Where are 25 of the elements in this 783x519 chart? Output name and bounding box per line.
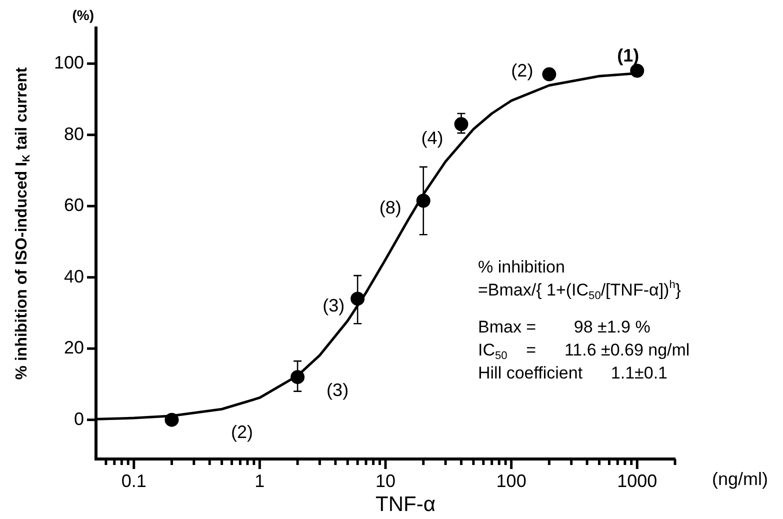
x-tick-label: 10 xyxy=(375,470,396,491)
y-tick-label: 100 xyxy=(54,52,84,73)
x-tick-label: 1 xyxy=(254,470,265,491)
y-tick-label: 20 xyxy=(64,338,84,358)
y-tick-label: 60 xyxy=(64,195,84,216)
y-tick-label: 80 xyxy=(64,124,84,144)
y-tick-label: 0 xyxy=(74,408,84,429)
annotation: (1) xyxy=(617,46,640,66)
y-tick-label: 40 xyxy=(64,266,84,286)
text: (%) xyxy=(72,6,94,23)
annotation: (8) xyxy=(379,198,402,218)
annotation: Hill coefficient 1.1±0.1 xyxy=(478,364,668,383)
annotation: (2) xyxy=(231,422,253,442)
annotation: (3) xyxy=(322,296,345,316)
y-axis-title: % inhibition of ISO-induced IK tail current xyxy=(13,66,33,380)
x-axis-title: TNF-α xyxy=(376,492,436,516)
x-tick-label: 0.1 xyxy=(121,470,146,491)
text: (ng/ml) xyxy=(712,468,768,489)
annotation: (3) xyxy=(326,380,349,400)
annotation: Bmax = 98 ±1.9 % xyxy=(478,318,650,337)
annotation: % inhibition xyxy=(478,258,565,277)
annotation: (4) xyxy=(421,128,444,148)
x-tick-label: 100 xyxy=(496,470,526,491)
annotation: (2) xyxy=(511,60,534,80)
x-tick-label: 1000 xyxy=(617,470,658,491)
